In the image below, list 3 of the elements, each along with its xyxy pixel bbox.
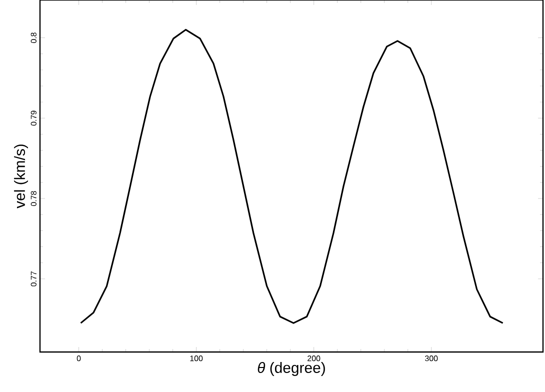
x-axis-title: θ (degree) (258, 362, 325, 376)
y-axis-title: vel (km/s) (14, 144, 28, 208)
line-series (80, 28, 504, 324)
